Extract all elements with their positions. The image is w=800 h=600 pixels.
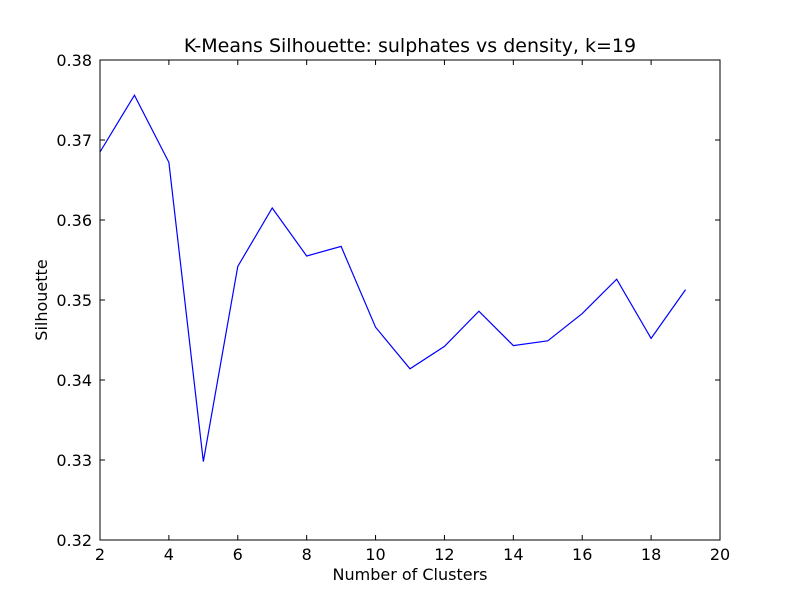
series-lines: [99, 93, 687, 462]
y-tick-labels: 0.32 0.33 0.34 0.35 0.36 0.37 0.38: [56, 51, 92, 550]
x-tick-label: 8: [302, 545, 312, 564]
x-tick-label: 6: [233, 545, 243, 564]
y-tick-label: 0.33: [56, 451, 92, 470]
y-axis-label: Silhouette: [32, 259, 51, 340]
plot-area: [100, 60, 720, 540]
x-tick-label: 4: [164, 545, 174, 564]
y-tick-label: 0.32: [56, 531, 92, 550]
y-tick-label: 0.36: [56, 211, 92, 230]
y-tick-label: 0.34: [56, 371, 92, 390]
chart-title: K-Means Silhouette: sulphates vs density…: [184, 35, 636, 57]
x-tick-label: 18: [641, 545, 661, 564]
series-line-silhouette: [99, 93, 687, 462]
x-tick-label: 14: [503, 545, 523, 564]
x-tick-label: 12: [434, 545, 454, 564]
y-tick-label: 0.37: [56, 131, 92, 150]
x-tick-label: 16: [572, 545, 592, 564]
ticks: [99, 59, 721, 541]
x-axis-label: Number of Clusters: [333, 565, 488, 584]
y-tick-label: 0.35: [56, 291, 92, 310]
y-tick-label: 0.38: [56, 51, 92, 70]
x-tick-label: 20: [710, 545, 730, 564]
x-tick-label: 2: [95, 545, 105, 564]
x-tick-label: 10: [365, 545, 385, 564]
plot-frame: [99, 59, 721, 541]
x-tick-labels: 2 4 6 8 10 12 14 16 18 20: [95, 545, 730, 564]
